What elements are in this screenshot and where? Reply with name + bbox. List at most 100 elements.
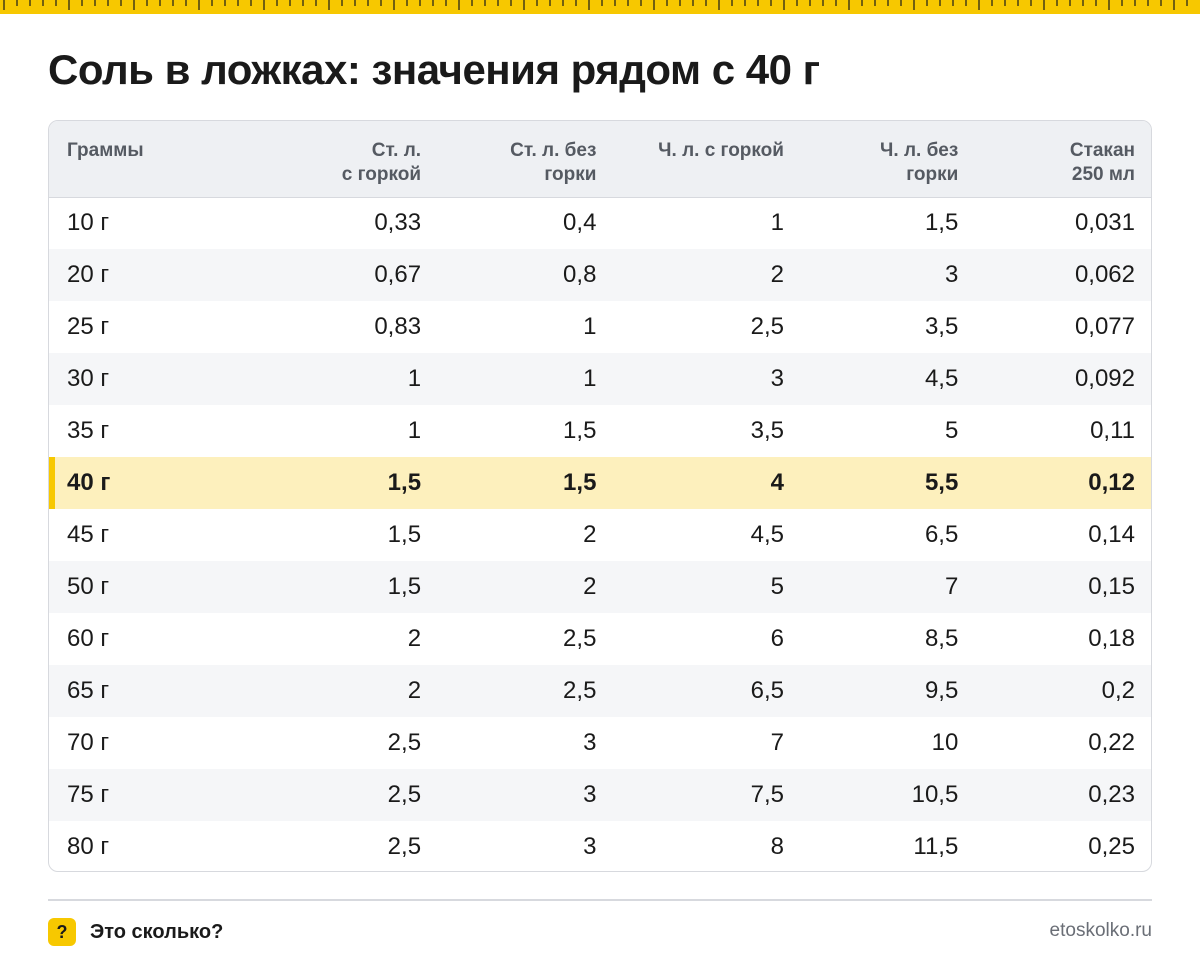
cell-value: 0,12 (1088, 469, 1135, 496)
cell-value: 2 (583, 521, 597, 548)
cell-value: 3 (770, 365, 784, 392)
cell-value: 6,5 (924, 521, 959, 548)
header-line: Стакан (1069, 140, 1135, 161)
cell-value: 0,2 (1101, 677, 1135, 704)
cell-value: 0,077 (1074, 313, 1135, 340)
cell-value: 10,5 (911, 781, 959, 808)
footer-divider (48, 899, 1152, 901)
cell-grams: 35 г (67, 417, 110, 444)
cell-grams: 50 г (67, 573, 110, 600)
cell-grams: 45 г (67, 521, 110, 548)
cell-value: 7 (944, 573, 959, 600)
page-title: Соль в ложках: значения рядом с 40 г (48, 46, 820, 93)
cell-value: 0,23 (1088, 781, 1135, 808)
cell-value: 0,14 (1088, 521, 1135, 548)
cell-grams: 30 г (67, 365, 110, 392)
cell-value: 2,5 (750, 313, 784, 340)
brand-name: Это сколько? (90, 920, 224, 943)
table-body: 10 г 0,33 0,4 1 1,5 0,031 20 г 0,67 0,8 2 3 0,062 25… (49, 197, 1151, 871)
cell-value: 0,062 (1074, 261, 1135, 288)
cell-value: 1 (583, 313, 597, 340)
cell-value: 0,11 (1090, 417, 1135, 444)
cell-value: 5 (770, 573, 784, 600)
cell-value: 3 (583, 781, 597, 808)
cell-value: 7,5 (750, 781, 784, 808)
header-line: 250 мл (1071, 164, 1135, 185)
header-line: горки (544, 164, 597, 185)
cell-value: 2 (407, 625, 422, 652)
table-row: 30 г 1 1 3 4,5 0,092 (49, 353, 1151, 405)
cell-value: 1 (407, 365, 422, 392)
table-row: 80 г 2,5 3 8 11,5 0,25 (49, 821, 1151, 871)
cell-value: 3 (944, 261, 959, 288)
table-row: 20 г 0,67 0,8 2 3 0,062 (49, 249, 1151, 301)
header-grams: Граммы (49, 121, 262, 198)
cell-value: 0,67 (374, 261, 422, 288)
salt-table-container: Граммы Ст. л. с горкой Ст. л. без горки Ч. л.… (48, 120, 1152, 872)
cell-value: 1,5 (563, 417, 597, 444)
cell-value: 3 (583, 729, 597, 756)
cell-value: 6,5 (750, 677, 784, 704)
cell-value: 10 (931, 729, 959, 756)
cell-value: 2,5 (387, 781, 422, 808)
cell-value: 1 (770, 209, 784, 237)
cell-value: 1,5 (387, 573, 422, 600)
ruler-decoration (0, 0, 1200, 14)
cell-value: 5 (944, 417, 959, 444)
header-line: Ст. л. без (510, 140, 597, 161)
table-row: 35 г 1 1,5 3,5 5 0,11 (49, 405, 1151, 457)
cell-value: 1,5 (563, 469, 597, 496)
cell-grams: 65 г (67, 677, 110, 704)
cell-grams: 20 г (67, 261, 110, 288)
brand: ? Это сколько? (48, 918, 223, 946)
table-row: 65 г 2 2,5 6,5 9,5 0,2 (49, 665, 1151, 717)
site-url: etoskolko.ru (1049, 920, 1152, 941)
header-tbsp-level: Ст. л. без горки (421, 121, 597, 198)
cell-value: 0,83 (374, 313, 422, 340)
cell-value: 5,5 (924, 469, 959, 496)
header-tsp-heaped: Ч. л. с горкой (596, 121, 784, 198)
salt-conversion-table: Граммы Ст. л. с горкой Ст. л. без горки Ч. л.… (49, 121, 1151, 871)
cell-value: 2 (770, 261, 784, 288)
cell-value: 0,8 (563, 261, 597, 288)
header-tsp-level: Ч. л. без горки (783, 121, 959, 198)
table-row: 40 г 1,5 1,5 4 5,5 0,12 (49, 457, 1151, 509)
cell-value: 1 (583, 365, 597, 392)
ruler-ticks (3, 0, 1188, 10)
table-row: 10 г 0,33 0,4 1 1,5 0,031 (49, 197, 1151, 249)
header-tbsp-heaped: Ст. л. с горкой (261, 121, 422, 198)
cell-value: 6 (770, 625, 784, 652)
cell-grams: 40 г (49, 457, 262, 509)
header-line: Ч. л. без (880, 140, 959, 161)
cell-value: 3,5 (924, 313, 959, 340)
cell-value: 11,5 (913, 833, 959, 860)
table-row: 25 г 0,83 1 2,5 3,5 0,077 (49, 301, 1151, 353)
cell-value: 2,5 (563, 625, 597, 652)
table-row: 75 г 2,5 3 7,5 10,5 0,23 (49, 769, 1151, 821)
cell-value: 9,5 (924, 677, 959, 704)
table-row: 45 г 1,5 2 4,5 6,5 0,14 (49, 509, 1151, 561)
cell-grams: 70 г (67, 729, 110, 756)
cell-value: 1,5 (924, 209, 959, 237)
cell-value: 0,092 (1074, 365, 1135, 392)
cell-grams: 80 г (67, 833, 110, 860)
cell-value: 8 (770, 833, 784, 860)
cell-grams: 25 г (67, 313, 110, 340)
cell-grams: 75 г (67, 781, 110, 808)
header-line: Ст. л. (371, 140, 422, 161)
cell-value: 3,5 (750, 417, 784, 444)
cell-value: 0,031 (1074, 209, 1135, 237)
table-header: Граммы Ст. л. с горкой Ст. л. без горки Ч. л.… (49, 121, 1151, 198)
cell-value: 2,5 (387, 729, 422, 756)
cell-value: 2 (407, 677, 422, 704)
question-mark-icon: ? (48, 918, 76, 946)
cell-value: 3 (583, 833, 597, 860)
cell-value: 0,22 (1088, 729, 1135, 756)
table-row: 50 г 1,5 2 5 7 0,15 (49, 561, 1151, 613)
header-row: Граммы Ст. л. с горкой Ст. л. без горки Ч. л.… (49, 121, 1151, 198)
cell-value: 1,5 (387, 469, 422, 496)
cell-value: 2,5 (387, 833, 422, 860)
cell-value: 7 (770, 729, 784, 756)
cell-value: 1,5 (387, 521, 422, 548)
